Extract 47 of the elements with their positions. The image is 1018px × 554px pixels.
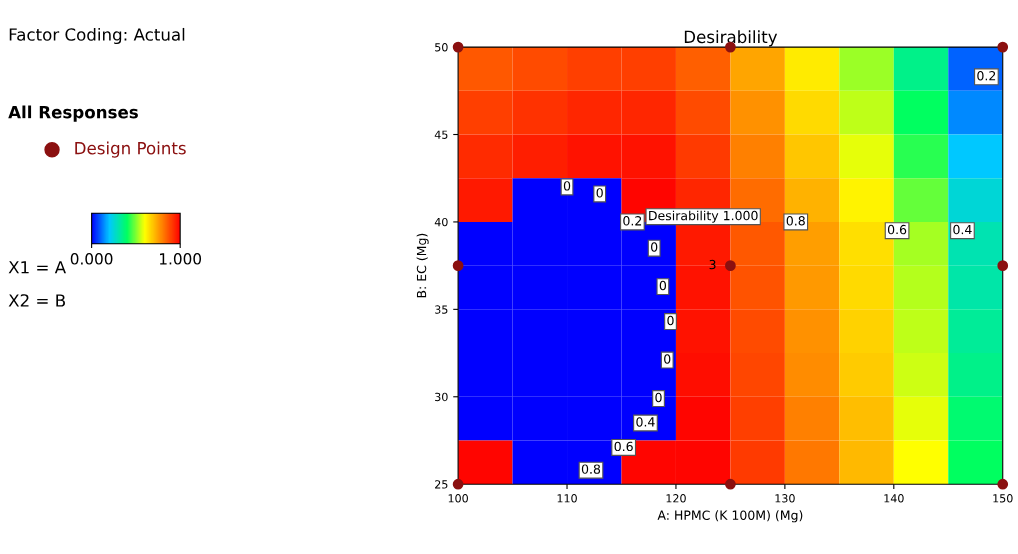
point	[452, 41, 464, 53]
point	[452, 478, 464, 490]
x-tick-label: 100	[448, 494, 468, 503]
x-tick-label: 130	[775, 494, 795, 503]
x-tick-label: 140	[884, 494, 904, 503]
annotation: 0.4	[953, 224, 972, 235]
point	[997, 41, 1009, 53]
legend-label: Design Points	[75, 141, 186, 158]
point	[725, 260, 736, 271]
y-tick-label: 35	[435, 305, 448, 314]
annotation: 0	[664, 354, 671, 364]
chart-title: Desirability	[684, 30, 778, 47]
y-tick-label: 25	[435, 480, 448, 489]
color-bar-label: 1.000	[160, 253, 202, 265]
text: X2 = B	[8, 294, 65, 307]
annotation: 0	[563, 181, 571, 191]
y-tick-label: 40	[434, 217, 448, 227]
text: All Responses	[8, 105, 138, 122]
x-tick-label: 150	[993, 494, 1013, 503]
annotation: 3	[709, 259, 716, 270]
point	[452, 260, 464, 271]
annotation: 0.2	[977, 70, 996, 81]
x-axis-title: A: HPMC (K 100M) (Mg)	[657, 510, 803, 523]
annotation: 0	[659, 280, 667, 291]
color-bar-label: 0.000	[70, 253, 113, 265]
text: Factor Coding: Actual	[9, 27, 185, 45]
y-tick-label: 50	[435, 43, 448, 52]
annotation: 0	[655, 392, 662, 403]
y-axis-title: B: EC (Mg)	[416, 233, 429, 298]
annotation: 0	[651, 242, 658, 252]
point	[997, 260, 1009, 271]
annotation: 0.8	[581, 464, 601, 474]
point	[725, 478, 736, 490]
x-tick-label: 110	[557, 494, 577, 503]
annotation: Desirability 1.000	[649, 210, 758, 223]
y-tick-label: 45	[434, 130, 448, 139]
annotation: 0	[667, 315, 674, 326]
point	[997, 478, 1009, 490]
text: X1 = A	[8, 261, 66, 274]
annotation: 0.2	[623, 216, 642, 226]
annotation: 0.6	[614, 441, 633, 452]
y-tick-label: 30	[435, 392, 448, 402]
annotation: 0.8	[786, 216, 805, 226]
x-tick-label: 120	[666, 494, 686, 503]
annotation: 0.6	[887, 224, 907, 235]
annotation: 0.4	[636, 417, 655, 427]
annotation: 0	[596, 188, 603, 198]
